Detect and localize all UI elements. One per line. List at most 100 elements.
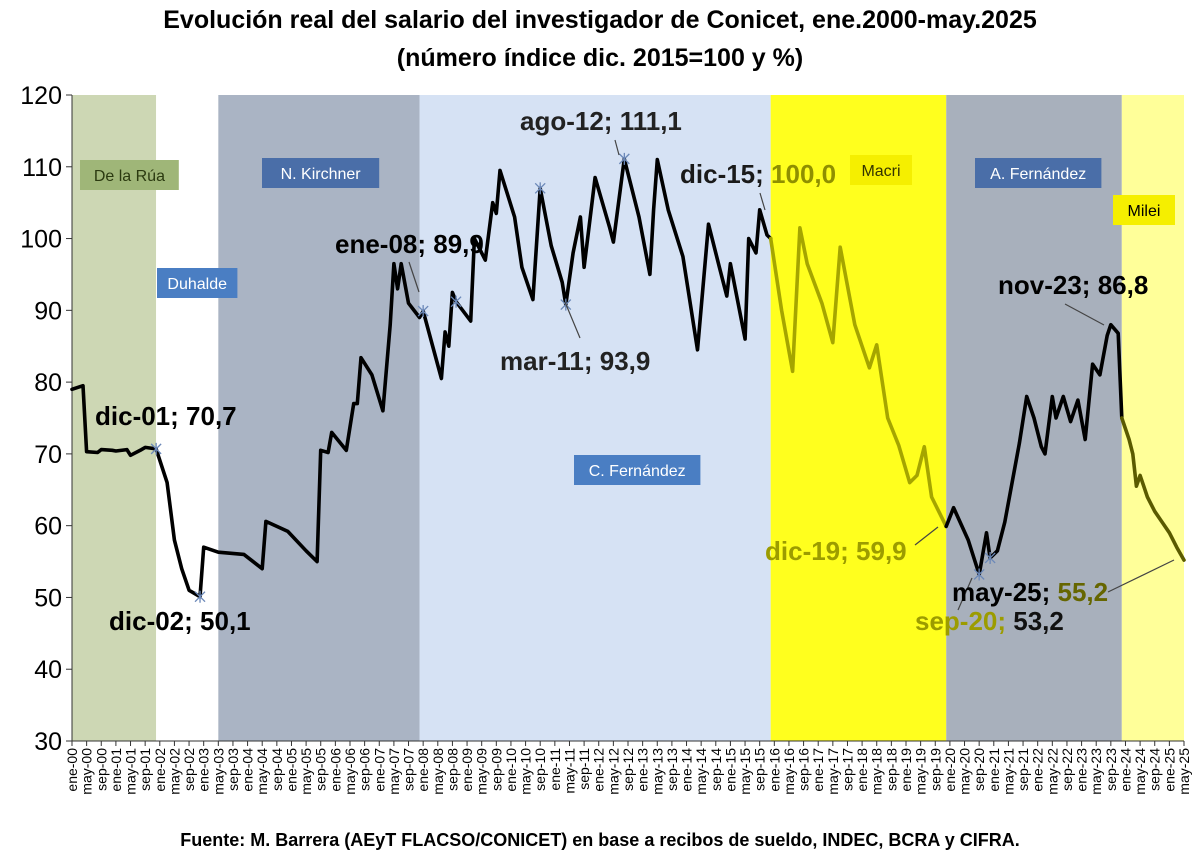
x-tick-label: may-01 [123,748,139,795]
x-tick-label: may-18 [869,748,885,795]
x-tick-label: ene-09 [459,748,475,792]
x-tick-label: sep-10 [532,748,548,791]
x-tick-label: ene-13 [635,748,651,792]
period-label-box [157,268,238,298]
period-label: A. Fernández [990,166,1086,183]
x-tick-label: ene-21 [986,748,1002,792]
x-tick-label: may-17 [825,748,841,795]
data-label: dic-02; 50,1 [109,606,251,636]
x-tick-label: sep-00 [93,748,109,791]
x-tick-label: may-03 [210,748,226,795]
chart-title: Evolución real del salario del investiga… [163,6,1037,34]
x-tick-label: ene-11 [547,748,563,791]
x-tick-label: ene-12 [591,748,607,792]
data-label: ago-12; 111,1 [520,106,682,136]
period-band-4 [770,95,947,741]
x-tick-label: sep-08 [444,748,460,791]
x-tick-label: may-22 [1044,748,1060,795]
x-tick-label: ene-03 [196,748,212,792]
period-label-box [1113,195,1175,225]
x-tick-label: may-14 [693,748,709,795]
annotation-leader [1064,303,1105,326]
x-tick-label: ene-25 [1161,748,1177,792]
x-tick-label: may-05 [298,748,314,795]
data-label: dic-01; 70,7 [95,401,237,431]
x-tick-label: ene-10 [503,748,519,792]
x-tick-label: ene-22 [1030,748,1046,792]
x-tick-label: ene-02 [152,748,168,792]
period-label-box [80,160,179,190]
x-tick-label: sep-18 [883,748,899,791]
data-marker [450,295,462,308]
period-band-2 [218,95,420,741]
y-tick-label: 90 [34,297,62,325]
period-label-box [262,158,380,188]
source-note: Fuente: M. Barrera (AEyT FLACSO/CONICET)… [180,830,1020,850]
x-tick-label: sep-19 [927,748,943,791]
y-tick-label: 60 [34,513,62,541]
x-tick-label: sep-11 [576,748,592,790]
x-tick-label: may-13 [649,748,665,795]
data-marker [150,442,162,455]
data-label: dic-15; 100,0 [680,159,836,189]
period-label: Milei [1128,203,1161,220]
x-tick-label: sep-24 [1147,748,1163,791]
x-tick-label: sep-14 [708,748,724,791]
x-tick-label: may-12 [605,748,621,795]
data-marker [618,152,630,165]
series-line [768,226,949,529]
data-label: may-25; 55,2 [952,577,1108,607]
annotation-leader [408,261,420,293]
period-label: Macri [861,163,900,180]
x-tick-label: ene-18 [854,748,870,792]
x-tick-label: sep-16 [796,748,812,791]
data-marker [194,590,206,603]
x-tick-label: may-20 [957,748,973,795]
x-tick-label: sep-22 [1059,748,1075,791]
x-tick-label: ene-14 [679,748,695,792]
x-tick-label: may-25 [1176,748,1192,795]
annotation-leader [957,577,973,611]
period-band-1 [156,95,219,741]
y-tick-label: 30 [34,728,62,756]
x-tick-label: ene-19 [898,748,914,792]
x-tick-label: may-08 [430,748,446,795]
x-tick-label: may-00 [79,748,95,795]
data-label: sep-20; 53,2 [915,606,1064,636]
annotation-leader [614,139,620,156]
x-tick-label: sep-02 [181,748,197,791]
x-tick-label: may-11 [561,748,577,794]
x-tick-label: may-16 [781,748,797,795]
x-tick-label: may-10 [518,748,534,795]
series-line [1120,416,1186,562]
x-tick-label: sep-03 [225,748,241,791]
x-tick-label: ene-04 [240,748,256,792]
period-label-box [574,455,701,485]
period-band-3 [419,95,771,741]
y-tick-label: 120 [20,82,62,110]
x-tick-label: sep-20 [971,748,987,791]
y-tick-label: 100 [20,226,62,254]
y-tick-label: 70 [34,441,62,469]
x-tick-label: ene-07 [371,748,387,792]
x-tick-label: ene-15 [722,748,738,792]
series-line [70,157,773,599]
x-tick-label: ene-01 [108,748,124,792]
annotation-leader [759,192,766,211]
x-tick-label: may-15 [737,748,753,795]
x-tick-label: ene-24 [1117,748,1133,792]
y-tick-label: 80 [34,369,62,397]
x-tick-label: may-06 [342,748,358,795]
x-tick-label: may-21 [1000,748,1016,795]
x-tick-label: sep-07 [401,748,417,791]
period-label: Duhalde [167,276,227,293]
x-tick-label: ene-00 [64,748,80,792]
data-marker [417,305,429,318]
x-tick-label: may-02 [166,748,182,795]
annotation-leader [1107,559,1175,593]
x-tick-label: ene-20 [942,748,958,792]
period-label-box [975,158,1102,188]
data-label: ene-08; 89,9 [335,229,484,259]
data-marker [534,182,546,195]
x-tick-label: may-19 [913,748,929,795]
